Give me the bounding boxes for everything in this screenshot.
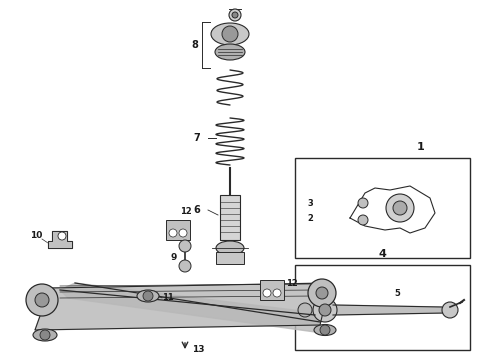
- Circle shape: [143, 291, 153, 301]
- Text: 5: 5: [395, 288, 401, 297]
- Text: 13: 13: [192, 345, 204, 354]
- Circle shape: [386, 194, 414, 222]
- Text: 3: 3: [307, 198, 313, 207]
- Text: 9: 9: [171, 253, 177, 262]
- Text: 11: 11: [162, 293, 174, 302]
- Ellipse shape: [215, 44, 245, 60]
- Circle shape: [316, 287, 328, 299]
- Text: 10: 10: [29, 230, 42, 239]
- Polygon shape: [48, 231, 72, 248]
- Circle shape: [358, 215, 368, 225]
- Circle shape: [58, 232, 66, 240]
- Circle shape: [26, 284, 58, 316]
- Text: 8: 8: [191, 40, 198, 50]
- Circle shape: [358, 198, 368, 208]
- Circle shape: [308, 279, 336, 307]
- Circle shape: [232, 12, 238, 18]
- Circle shape: [298, 303, 312, 317]
- Text: 4: 4: [379, 249, 387, 259]
- Text: 1: 1: [417, 142, 425, 152]
- Circle shape: [40, 330, 50, 340]
- Circle shape: [35, 293, 49, 307]
- Bar: [220, 195, 240, 240]
- Circle shape: [320, 325, 330, 335]
- Text: 12: 12: [180, 207, 192, 216]
- Circle shape: [222, 26, 238, 42]
- Circle shape: [393, 201, 407, 215]
- Bar: [166, 220, 190, 240]
- Circle shape: [229, 9, 241, 21]
- Bar: [295, 265, 470, 350]
- Text: 2: 2: [307, 213, 313, 222]
- Bar: [295, 158, 470, 258]
- Circle shape: [313, 298, 337, 322]
- Bar: [216, 252, 244, 264]
- Circle shape: [169, 229, 177, 237]
- Polygon shape: [35, 283, 330, 330]
- Circle shape: [273, 289, 281, 297]
- Ellipse shape: [33, 329, 57, 341]
- Circle shape: [442, 302, 458, 318]
- Polygon shape: [333, 305, 445, 315]
- Ellipse shape: [137, 290, 159, 302]
- Text: 12: 12: [286, 279, 298, 288]
- Ellipse shape: [216, 241, 244, 255]
- Circle shape: [319, 304, 331, 316]
- Polygon shape: [60, 283, 320, 332]
- Circle shape: [179, 240, 191, 252]
- Circle shape: [179, 229, 187, 237]
- Circle shape: [263, 289, 271, 297]
- Bar: [260, 280, 284, 300]
- Ellipse shape: [314, 324, 336, 336]
- Text: 7: 7: [193, 133, 200, 143]
- Circle shape: [179, 260, 191, 272]
- Ellipse shape: [211, 23, 249, 45]
- Text: 6: 6: [193, 205, 200, 215]
